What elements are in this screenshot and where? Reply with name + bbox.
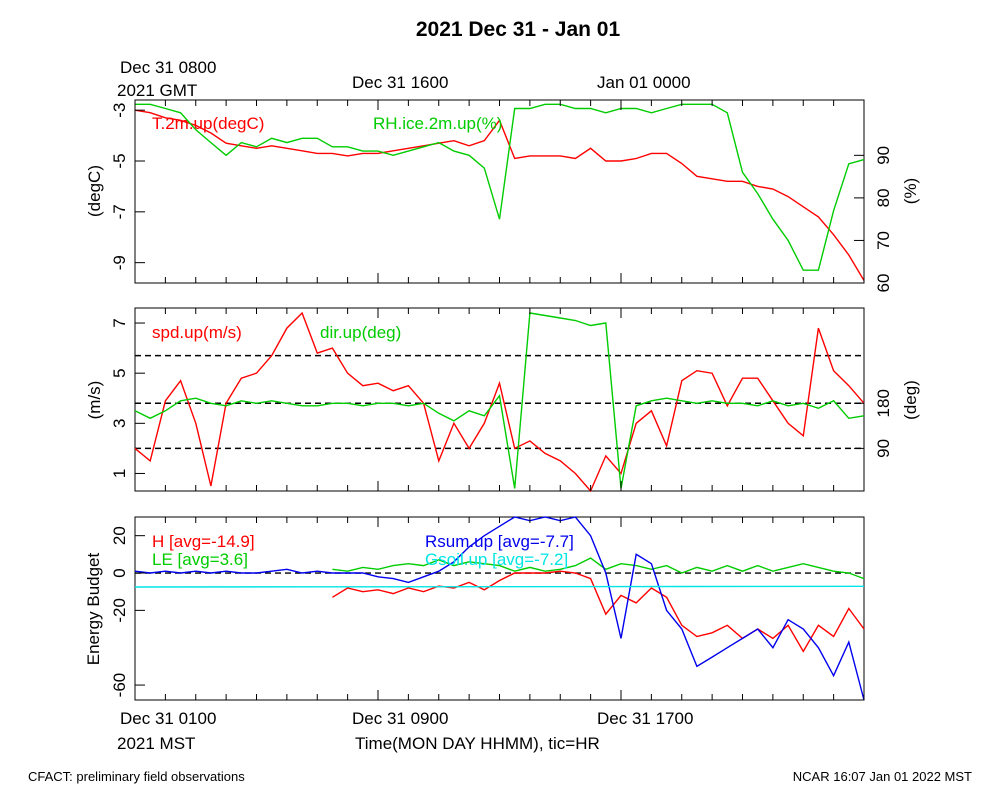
p2-ytick-label-left: 1 bbox=[110, 469, 129, 478]
bottom-time-label-1a: Dec 31 0100 bbox=[120, 709, 216, 728]
svg-text:H [avg=-14.9]: H [avg=-14.9] bbox=[152, 532, 255, 551]
p2-series-spd-up-m-s bbox=[134, 311, 865, 493]
p1-ytick-label-left: -7 bbox=[110, 204, 129, 219]
top-time-label-2: Dec 31 1600 bbox=[352, 73, 448, 92]
svg-text:LE [avg=3.6]: LE [avg=3.6] bbox=[152, 550, 248, 569]
gsoil-legend: Gsoil.up [avg=-7.2] bbox=[425, 550, 568, 569]
footer-right: NCAR 16:07 Jan 01 2022 MST bbox=[793, 769, 972, 784]
p1-series-rh-ice-2m-up bbox=[135, 103, 865, 271]
p3-ytick-label-left: 0 bbox=[110, 568, 129, 577]
chart-title: 2021 Dec 31 - Jan 01 bbox=[416, 18, 621, 41]
p3-ytick-label-left: 20 bbox=[110, 526, 129, 545]
panel2-ylabel-right: (deg) bbox=[901, 380, 920, 420]
spd-legend: spd.up(m/s) bbox=[152, 323, 242, 342]
p3-series-rsum-up bbox=[134, 516, 865, 701]
bottom-time-label-1b: 2021 MST bbox=[117, 734, 195, 753]
le-legend: LE [avg=3.6] bbox=[152, 550, 248, 569]
svg-text:Gsoil.up [avg=-7.2]: Gsoil.up [avg=-7.2] bbox=[425, 550, 568, 569]
rsum-legend: Rsum.up [avg=-7.7] bbox=[425, 532, 574, 551]
p2-ytick-label-left: 3 bbox=[110, 419, 129, 428]
p2-ytick-label-right: 180 bbox=[874, 389, 893, 417]
bottom-time-label-3: Dec 31 1700 bbox=[597, 709, 693, 728]
wind-panel: 1 3 5 7 90 180 (m/s) (deg) spd.up(m/s) dir.up… bbox=[85, 307, 920, 493]
p2-series-dir-up-deg bbox=[134, 312, 865, 489]
rh-legend: RH.ice.2m.up(%) bbox=[373, 114, 502, 133]
p1-ytick-label-left: -5 bbox=[110, 153, 129, 168]
p1-ytick-label-right: 90 bbox=[874, 146, 893, 165]
panel1-ylabel-right: (%) bbox=[901, 178, 920, 204]
p2-ytick-label-right: 90 bbox=[874, 439, 893, 458]
top-time-label-3: Jan 01 0000 bbox=[597, 73, 691, 92]
p1-series-t-2m-up-degc bbox=[134, 109, 865, 281]
p3-ytick-label-left: -60 bbox=[110, 673, 129, 698]
top-time-label-1b: 2021 GMT bbox=[117, 81, 197, 100]
p1-ytick-label-left: -9 bbox=[110, 255, 129, 270]
bottom-time-label-2: Dec 31 0900 bbox=[352, 709, 448, 728]
footer-left: CFACT: preliminary field observations bbox=[28, 769, 245, 784]
p3-series-h bbox=[332, 570, 865, 653]
p1-ytick-label-left: -3 bbox=[110, 103, 129, 118]
p3-ytick-label-left: -20 bbox=[110, 598, 129, 623]
p3-series-gsoil-up bbox=[134, 585, 865, 588]
h-legend: H [avg=-14.9] bbox=[152, 532, 255, 551]
p1-ytick-label-right: 80 bbox=[874, 188, 893, 207]
temperature-rh-panel: -3 -5 -7 -9 60 70 80 90 (degC) (%) T.2m.up(degC… bbox=[85, 99, 920, 293]
t2m-legend: T.2m.up(degC) bbox=[152, 114, 264, 133]
energy-budget-panel: 20 0 -20 -60 Energy Budget H [avg=-14.9] LE… bbox=[84, 516, 865, 701]
p2-ytick-label-left: 7 bbox=[110, 318, 129, 327]
x-axis-label: Time(MON DAY HHMM), tic=HR bbox=[355, 734, 600, 753]
p1-ytick-label-right: 60 bbox=[874, 274, 893, 293]
dir-legend: dir.up(deg) bbox=[320, 323, 401, 342]
panel3-ylabel: Energy Budget bbox=[84, 552, 103, 665]
p1-ytick-label-right: 70 bbox=[874, 231, 893, 250]
panel1-ylabel-left: (degC) bbox=[85, 165, 104, 217]
top-time-label-1a: Dec 31 0800 bbox=[120, 58, 216, 77]
p2-ytick-label-left: 5 bbox=[110, 368, 129, 377]
panel2-ylabel-left: (m/s) bbox=[85, 381, 104, 420]
p3-series-le bbox=[332, 557, 865, 580]
svg-text:Rsum.up [avg=-7.7]: Rsum.up [avg=-7.7] bbox=[425, 532, 574, 551]
